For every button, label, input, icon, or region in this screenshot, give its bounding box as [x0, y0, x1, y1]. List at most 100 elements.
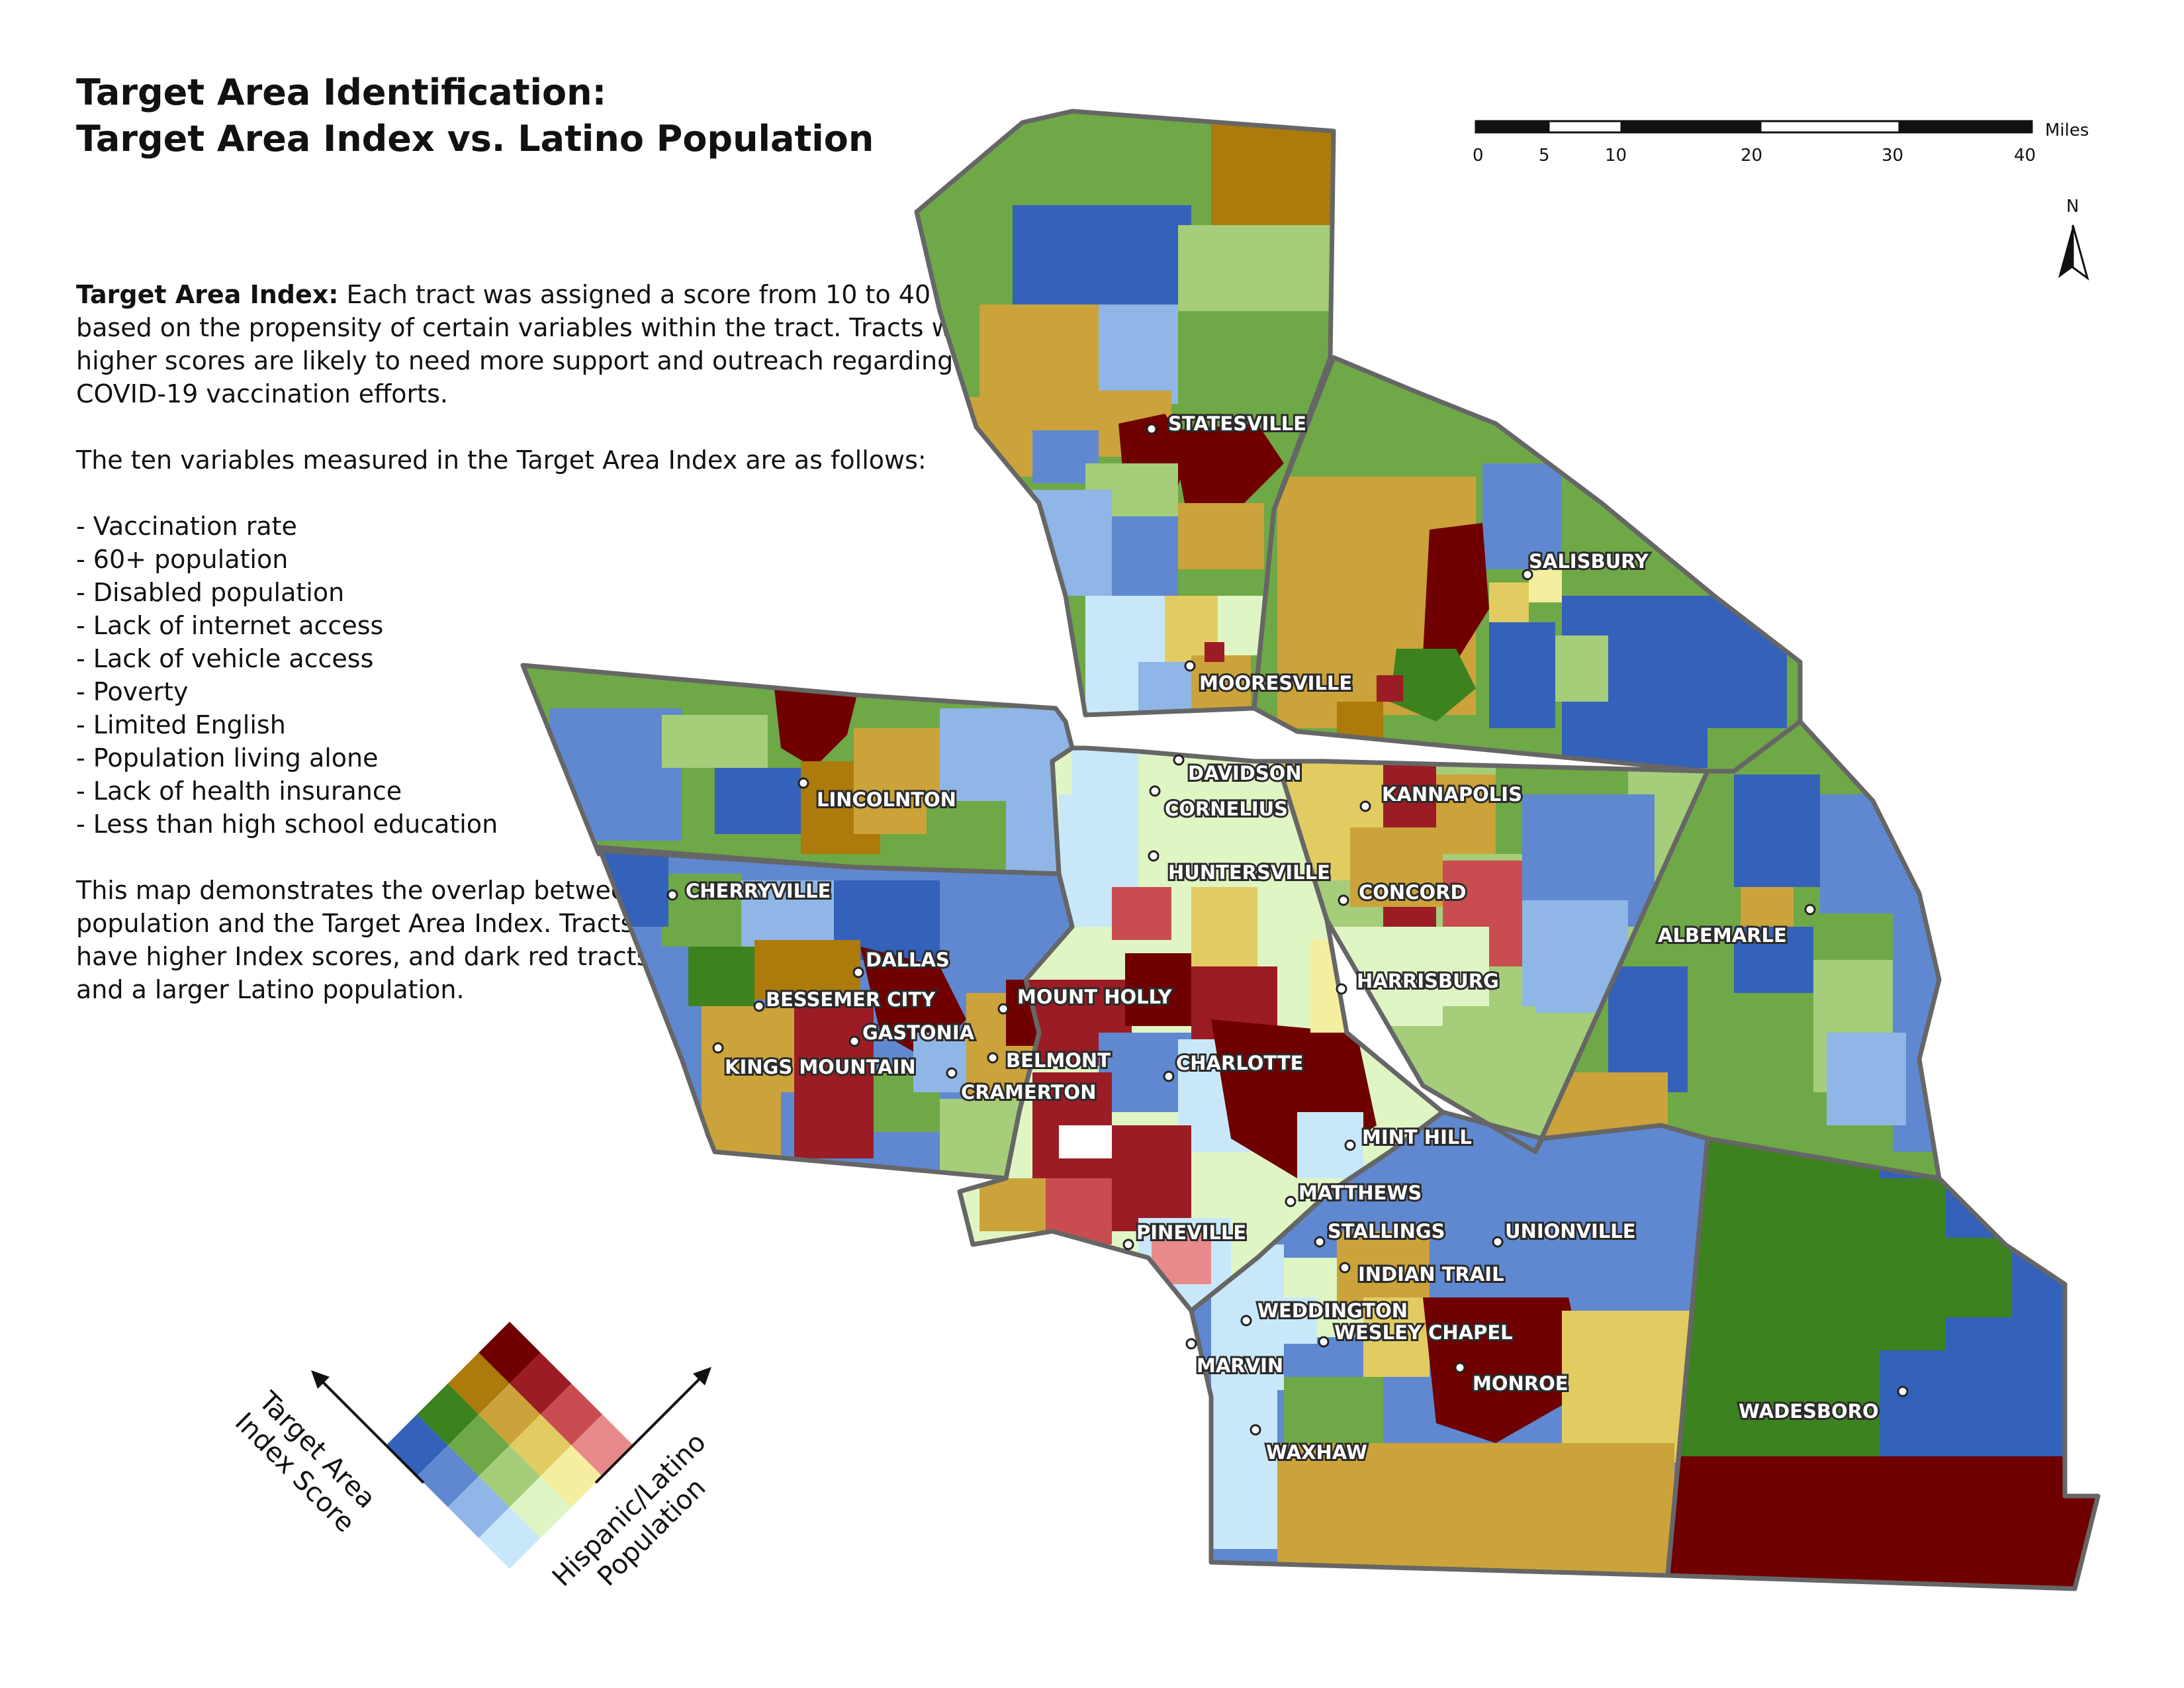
town-unionville: UNIONVILLE: [1492, 1218, 1638, 1248]
town-huntersville: HUNTERSVILLE: [1148, 850, 1332, 886]
town-stallings: STALLINGS: [1314, 1218, 1447, 1248]
town-wadesboro: WADESBORO: [1737, 1385, 1909, 1425]
index-paragraph: Target Area Index: Each tract was assign…: [76, 278, 989, 410]
town-marker-icon: [1897, 1385, 1909, 1397]
town-lincolnton: LINCOLNTON: [797, 777, 958, 813]
town-indian-trail: INDIAN TRAIL: [1339, 1261, 1506, 1288]
index-heading: Target Area Index:: [76, 280, 339, 309]
town-marker-icon: [1163, 1070, 1175, 1082]
town-marker-icon: [1148, 850, 1160, 862]
north-arrow-icon: N: [2058, 197, 2089, 281]
town-label: MOORESVILLE: [1199, 672, 1352, 694]
town-label: HUNTERSVILLE: [1168, 861, 1330, 884]
town-matthews: MATTHEWS: [1285, 1180, 1424, 1207]
town-label: DALLAS: [866, 949, 950, 971]
legend-swatch: [478, 1383, 541, 1446]
map-title: Target Area Identification: Target Area …: [76, 70, 874, 162]
town-label: CHARLOTTE: [1176, 1052, 1303, 1074]
town-marker-icon: [1122, 1239, 1134, 1250]
variable-item: - Lack of vehicle access: [76, 644, 374, 673]
town-mint-hill: MINT HILL: [1344, 1124, 1474, 1151]
arrow-up-right-icon: [693, 1367, 711, 1385]
town-label: STALLINGS: [1328, 1220, 1445, 1243]
town-charlotte: CHARLOTTE: [1163, 1050, 1305, 1082]
index-text: Each tract was assigned a score from 10 …: [76, 280, 985, 408]
town-label: CONCORD: [1359, 881, 1467, 904]
town-marker-icon: [797, 777, 809, 789]
town-label: MATTHEWS: [1298, 1182, 1422, 1204]
town-label: CHERRYVILLE: [686, 880, 831, 902]
town-harrisburg: HARRISBURG: [1336, 968, 1501, 995]
town-marker-icon: [1285, 1196, 1297, 1207]
town-marker-icon: [666, 889, 678, 901]
town-marker-icon: [1250, 1424, 1261, 1436]
town-dallas: DALLAS: [852, 947, 952, 978]
town-label: GASTONIA: [862, 1021, 975, 1044]
town-kings-mountain: KINGS MOUNTAIN: [712, 1042, 918, 1080]
legend-axis-line-index: [313, 1372, 425, 1484]
town-cramerton: CRAMERTON: [946, 1067, 1098, 1105]
town-label: WAXHAW: [1266, 1441, 1367, 1464]
scale-tick-20: 20: [1741, 146, 1762, 165]
town-label: MARVIN: [1197, 1354, 1283, 1377]
town-bessemer-city: BESSEMER CITY: [753, 986, 938, 1013]
variable-item: - Less than high school education: [76, 810, 498, 839]
variable-item: - Lack of health insurance: [76, 776, 402, 806]
town-statesville: STATESVILLE: [1146, 410, 1308, 437]
variables-intro: The ten variables measured in the Target…: [76, 445, 927, 475]
scale-tick-40: 40: [2014, 146, 2036, 165]
arrow-up-left-icon: [311, 1370, 330, 1389]
town-label: WEDDINGTON: [1257, 1299, 1408, 1322]
town-label: LINCOLNTON: [817, 788, 956, 811]
town-marker-icon: [1240, 1315, 1252, 1327]
legend-swatch: [478, 1321, 541, 1383]
town-mooresville: MOORESVILLE: [1184, 660, 1354, 696]
town-label: DAVIDSON: [1188, 762, 1302, 784]
town-label: HARRISBURG: [1357, 970, 1499, 992]
town-label: CRAMERTON: [961, 1081, 1096, 1103]
town-label: MOUNT HOLLY: [1017, 986, 1173, 1008]
variable-item: - Population living alone: [76, 743, 379, 773]
town-marker-icon: [712, 1042, 724, 1054]
scale-unit: Miles: [2045, 120, 2089, 140]
town-label: PINEVILLE: [1136, 1221, 1246, 1244]
town-marker-icon: [1338, 894, 1349, 906]
town-label: WADESBORO: [1739, 1400, 1879, 1423]
town-gastonia: GASTONIA: [848, 1019, 977, 1047]
variable-item: - Lack of internet access: [76, 611, 384, 640]
town-marker-icon: [1522, 569, 1533, 581]
town-labels: STATESVILLE SALISBURY MOORESVILLE LINCOLNTO…: [666, 410, 1909, 1466]
town-waxhaw: WAXHAW: [1250, 1424, 1369, 1466]
variable-item: - Vaccination rate: [76, 512, 297, 541]
town-marker-icon: [1173, 754, 1185, 766]
town-label: KANNAPOLIS: [1382, 783, 1522, 806]
town-cornelius: CORNELIUS: [1149, 785, 1290, 822]
town-belmont: BELMONT: [987, 1047, 1113, 1074]
town-marker-icon: [848, 1035, 860, 1047]
scale-tick-0: 0: [1473, 146, 1484, 165]
town-marker-icon: [987, 1052, 999, 1064]
north-label: N: [2066, 197, 2079, 216]
town-marker-icon: [1314, 1236, 1326, 1248]
legend-axis-line-latino: [594, 1369, 709, 1484]
town-marker-icon: [753, 1000, 765, 1012]
scale-tick-5: 5: [1539, 146, 1550, 165]
town-salisbury: SALISBURY: [1522, 548, 1651, 581]
town-marker-icon: [1149, 785, 1161, 797]
town-marker-icon: [946, 1067, 958, 1079]
title-line-1: Target Area Identification:: [76, 71, 607, 113]
town-albemarle: ALBEMARLE: [1656, 904, 1816, 949]
town-marker-icon: [1318, 1336, 1330, 1348]
town-marker-icon: [1339, 1262, 1351, 1274]
town-concord: CONCORD: [1338, 879, 1469, 906]
variable-item: - 60+ population: [76, 545, 289, 574]
town-marker-icon: [1492, 1236, 1504, 1248]
legend-swatch: [416, 1445, 479, 1507]
title-line-2: Target Area Index vs. Latino Population: [76, 118, 874, 160]
variable-item: - Disabled population: [76, 578, 345, 607]
town-label: WESLEY CHAPEL: [1334, 1321, 1513, 1344]
town-label: BESSEMER CITY: [766, 988, 936, 1011]
scale-bar: 0 5 10 20 30 40 Miles: [1473, 120, 2089, 165]
town-marker-icon: [997, 1003, 1009, 1015]
